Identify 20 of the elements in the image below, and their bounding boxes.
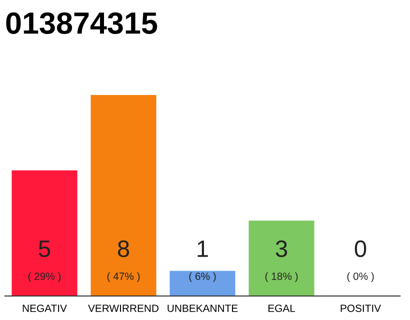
annotation: ( 47% ) [107,272,140,282]
x-tick-label: POSITIV [340,304,382,312]
data-label: 1 [198,240,208,257]
data-label: 0 [354,240,366,258]
annotation: ( 0% ) [347,272,374,282]
data-label: 8 [118,240,130,258]
bar [12,170,78,296]
annotation: ( 29% ) [28,272,61,282]
data-label: 3 [276,240,288,258]
annotation: ( 6% ) [189,272,216,282]
bar [90,95,156,296]
x-tick-label: VERWIRREND [88,304,158,312]
bar [248,220,314,296]
x-tick-label: EGAL [268,304,296,312]
chart-title: 013874315 [6,12,158,34]
x-tick-label: NEGATIV [22,304,67,312]
x-tick-label: UNBEKANNTE [168,304,238,312]
bar [170,270,236,296]
data-label: 5 [38,240,50,258]
annotation: ( 18% ) [265,272,298,282]
